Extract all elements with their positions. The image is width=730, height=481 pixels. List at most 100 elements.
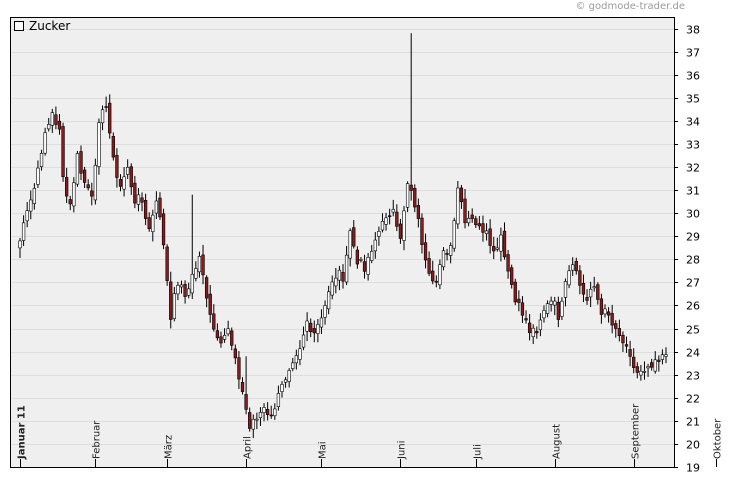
candle-body — [502, 230, 507, 258]
candle-body — [603, 308, 607, 315]
candle-body — [294, 355, 298, 364]
candle-body — [649, 362, 654, 368]
candle-body — [93, 164, 98, 201]
candle-body — [316, 324, 320, 334]
candle-body — [567, 270, 571, 286]
candle-body — [459, 187, 464, 203]
candle-body — [373, 239, 377, 252]
candle-body — [517, 298, 521, 303]
y-axis: 19 20 21 22 23 24 25 26 27 28 29 30 31 32 33 34 35 36 37 38 — [674, 24, 700, 475]
candle-body — [377, 231, 381, 237]
candle-body — [115, 155, 119, 178]
y-tick-label: 37 — [686, 47, 700, 60]
source-credit: © godmode-trader.de — [575, 1, 686, 12]
candle-body — [273, 408, 277, 417]
candle-body — [301, 334, 306, 348]
candle-body — [596, 284, 600, 300]
candle-body — [169, 281, 173, 320]
x-axis: Januar 11 Februar März April Mai Juni Juli Augu… — [17, 403, 724, 467]
candle-body — [151, 214, 155, 232]
candle-body — [122, 176, 126, 190]
candle-body — [251, 418, 255, 430]
candle-body — [337, 269, 342, 281]
candle-body — [653, 359, 657, 372]
y-tick-label: 20 — [686, 439, 700, 452]
candle-body — [108, 102, 112, 134]
x-tick-label: April — [243, 436, 254, 459]
candle-body — [269, 414, 273, 417]
candle-body — [208, 293, 212, 315]
y-tick-label: 23 — [686, 370, 700, 383]
candle-body — [90, 190, 94, 197]
candle-body — [226, 328, 230, 335]
candle-body — [118, 179, 123, 187]
candle-body — [298, 348, 302, 360]
candle-body — [57, 120, 62, 130]
x-tick-label: Juni — [397, 441, 408, 460]
candle-body — [606, 311, 611, 316]
candle-body — [133, 182, 137, 204]
candle-body — [86, 184, 90, 189]
candle-body — [510, 267, 514, 285]
candle-body — [574, 261, 578, 272]
candle-body — [104, 106, 108, 108]
candle-body — [405, 183, 410, 208]
x-tick-label: August — [552, 424, 563, 459]
candle-body — [258, 412, 263, 419]
x-tick-label: Januar 11 — [17, 405, 28, 460]
candles — [18, 33, 668, 439]
candle-body — [592, 286, 596, 289]
candle-body — [287, 370, 291, 382]
candle-body — [474, 218, 478, 226]
candle-body — [97, 122, 101, 167]
x-tick-label: Mai — [318, 441, 329, 459]
candle-body — [388, 215, 392, 218]
candle-body — [147, 217, 151, 230]
candle-body — [585, 297, 589, 301]
legend-label: Zucker — [29, 19, 71, 33]
candle-body — [194, 268, 198, 279]
candle-body — [283, 379, 288, 383]
candle-body — [25, 210, 29, 222]
candle-body — [402, 210, 406, 241]
candle-body — [262, 407, 266, 413]
candle-body — [362, 261, 367, 272]
plot-area — [10, 17, 675, 468]
candle-body — [416, 205, 421, 219]
candle-body — [136, 194, 141, 205]
candle-body — [323, 305, 327, 318]
candle-body — [309, 322, 313, 333]
candle-body — [506, 254, 510, 272]
candle-body — [621, 334, 625, 344]
candle-body — [230, 330, 234, 346]
grid-lines — [11, 29, 674, 445]
candle-body — [126, 167, 130, 175]
y-tick-label: 33 — [686, 139, 700, 152]
candle-body — [248, 412, 252, 429]
candle-body — [352, 227, 356, 247]
legend-swatch-icon — [14, 21, 24, 31]
candle-body — [240, 382, 245, 392]
candle-body — [161, 213, 166, 246]
candle-body — [549, 300, 553, 305]
candle-body — [305, 320, 309, 332]
candle-body — [201, 254, 205, 276]
candle-body — [431, 270, 435, 282]
candle-body — [100, 109, 105, 124]
candle-body — [344, 254, 349, 283]
candle-body — [366, 257, 370, 275]
y-tick-label: 22 — [686, 393, 700, 406]
candle-body — [176, 285, 180, 295]
candle-body — [657, 359, 661, 362]
candle-body — [72, 182, 76, 207]
candle-body — [312, 328, 316, 334]
candle-body — [445, 253, 449, 255]
candle-body — [384, 217, 388, 225]
candle-body — [563, 281, 568, 298]
candle-body — [535, 330, 539, 334]
y-tick-label: 24 — [686, 347, 700, 360]
y-tick-label: 21 — [686, 416, 700, 429]
candle-body — [520, 302, 525, 316]
candle-body — [449, 245, 453, 256]
candle-body — [82, 169, 87, 183]
